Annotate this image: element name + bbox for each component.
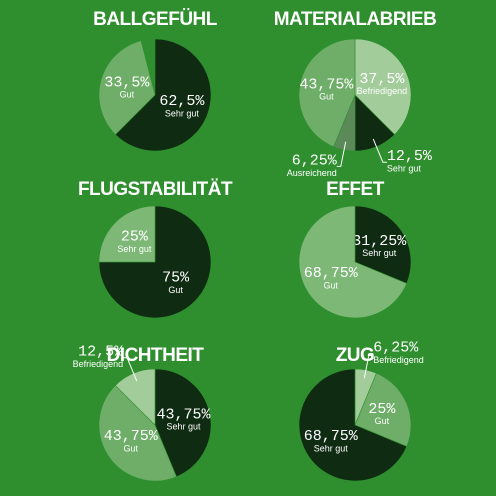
category-label: Sehr gut — [314, 444, 349, 454]
category-label: Sehr gut — [387, 164, 422, 174]
category-label: Sehr gut — [165, 109, 200, 119]
category-label: Befriedigend — [373, 355, 424, 365]
leader-line — [363, 353, 374, 379]
value-label: 31,25% — [352, 233, 407, 250]
value-label: 43,75% — [299, 76, 354, 93]
pie-slice — [354, 372, 412, 447]
pie-slice — [298, 205, 408, 319]
value-label: 43,75% — [104, 428, 159, 445]
leader-line — [372, 138, 387, 163]
pie-slice — [354, 38, 412, 136]
category-label: Befriedigend — [73, 359, 124, 369]
pie-slice — [298, 368, 408, 482]
category-label: Befriedigend — [357, 86, 408, 96]
category-label: Gut — [168, 285, 183, 295]
pie-slice — [98, 40, 156, 136]
pie-slice — [154, 368, 212, 478]
value-label: 68,75% — [304, 265, 359, 282]
pie-slice — [114, 38, 212, 152]
category-label: Ausreichend — [287, 168, 337, 178]
value-label: 75% — [162, 270, 190, 287]
chart-title: FLUGSTABILITÄT — [78, 179, 233, 200]
leader-line — [336, 141, 347, 167]
value-label: 43,75% — [157, 406, 212, 423]
value-label: 37,5% — [359, 71, 405, 88]
pie-slice — [98, 205, 212, 319]
chart-title: MATERIALABRIEB — [274, 9, 437, 30]
category-label: Gut — [375, 416, 390, 426]
value-label: 12,5% — [78, 344, 124, 361]
value-label: 62,5% — [159, 93, 205, 110]
chart-title: BALLGEFÜHL — [93, 9, 218, 30]
value-label: 68,75% — [304, 428, 359, 445]
pie-slice — [354, 205, 412, 284]
pie-slice — [98, 384, 177, 482]
chart-title: ZUG — [336, 345, 375, 366]
chart-title: EFFET — [326, 179, 385, 200]
category-label: Sehr gut — [117, 244, 152, 254]
category-label: Gut — [120, 90, 135, 100]
leader-line — [123, 357, 138, 382]
category-label: Gut — [324, 281, 339, 291]
category-label: Gut — [319, 92, 334, 102]
value-label: 6,25% — [292, 152, 338, 169]
value-label: 25% — [121, 228, 149, 245]
pie-slice — [98, 205, 156, 263]
pie-slice — [298, 38, 356, 148]
value-label: 6,25% — [373, 340, 419, 357]
value-label: 12,5% — [387, 148, 433, 165]
chart-title: DICHTHEIT — [107, 345, 205, 366]
category-label: Sehr gut — [167, 422, 202, 432]
category-label: Gut — [124, 444, 139, 454]
value-label: 33,5% — [104, 74, 150, 91]
category-label: Sehr gut — [362, 248, 397, 258]
value-label: 25% — [368, 401, 396, 418]
